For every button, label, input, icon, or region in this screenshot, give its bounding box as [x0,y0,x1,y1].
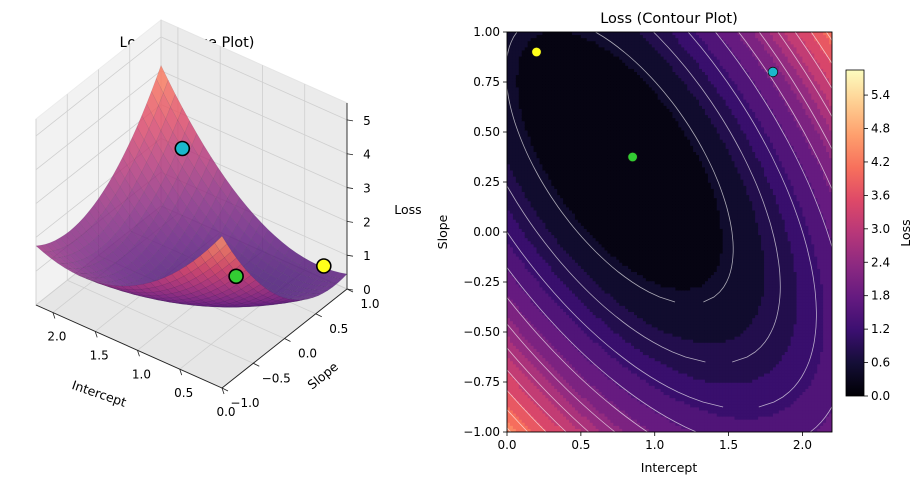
loss-tick [347,188,353,189]
surface-plot: Loss (Surface Plot) 0.00.51.01.52.0−1.0−… [36,20,422,419]
loss-tick-label: 0 [363,283,371,297]
surface-xlabel: Intercept [70,377,128,410]
intercept-tick-label: 0.5 [174,386,193,400]
loss-tick [347,221,353,222]
loss-tick-label: 4 [363,148,371,162]
surface-point [175,142,189,156]
loss-tick-label: 5 [363,114,371,128]
intercept-tick-label: 1.0 [132,367,151,381]
surface-ylabel: Slope [304,359,341,393]
slope-tick-label: 1.0 [360,297,379,311]
surface-point [229,269,243,283]
surface-point [317,259,331,273]
loss-tick-label: 1 [363,249,371,263]
surface-zlabel: Loss [394,202,421,217]
loss-tick-label: 3 [363,182,371,196]
slope-tick-label: 0.0 [298,347,317,361]
contour-fill [507,32,833,433]
slope-tick-label: −0.5 [262,371,291,385]
slope-tick [285,339,291,342]
loss-tick [347,120,353,121]
loss-tick [347,154,353,155]
intercept-tick-label: 1.5 [90,348,109,362]
slope-tick [253,363,259,366]
loss-tick-label: 2 [363,215,371,229]
contour-plot-title: Loss (Contour Plot) [600,11,738,27]
slope-tick-label: 0.5 [329,322,348,336]
loss-tick [347,255,353,256]
intercept-tick-label: 2.0 [47,330,66,344]
slope-tick-label: −1.0 [230,396,259,410]
slope-tick [316,314,322,317]
